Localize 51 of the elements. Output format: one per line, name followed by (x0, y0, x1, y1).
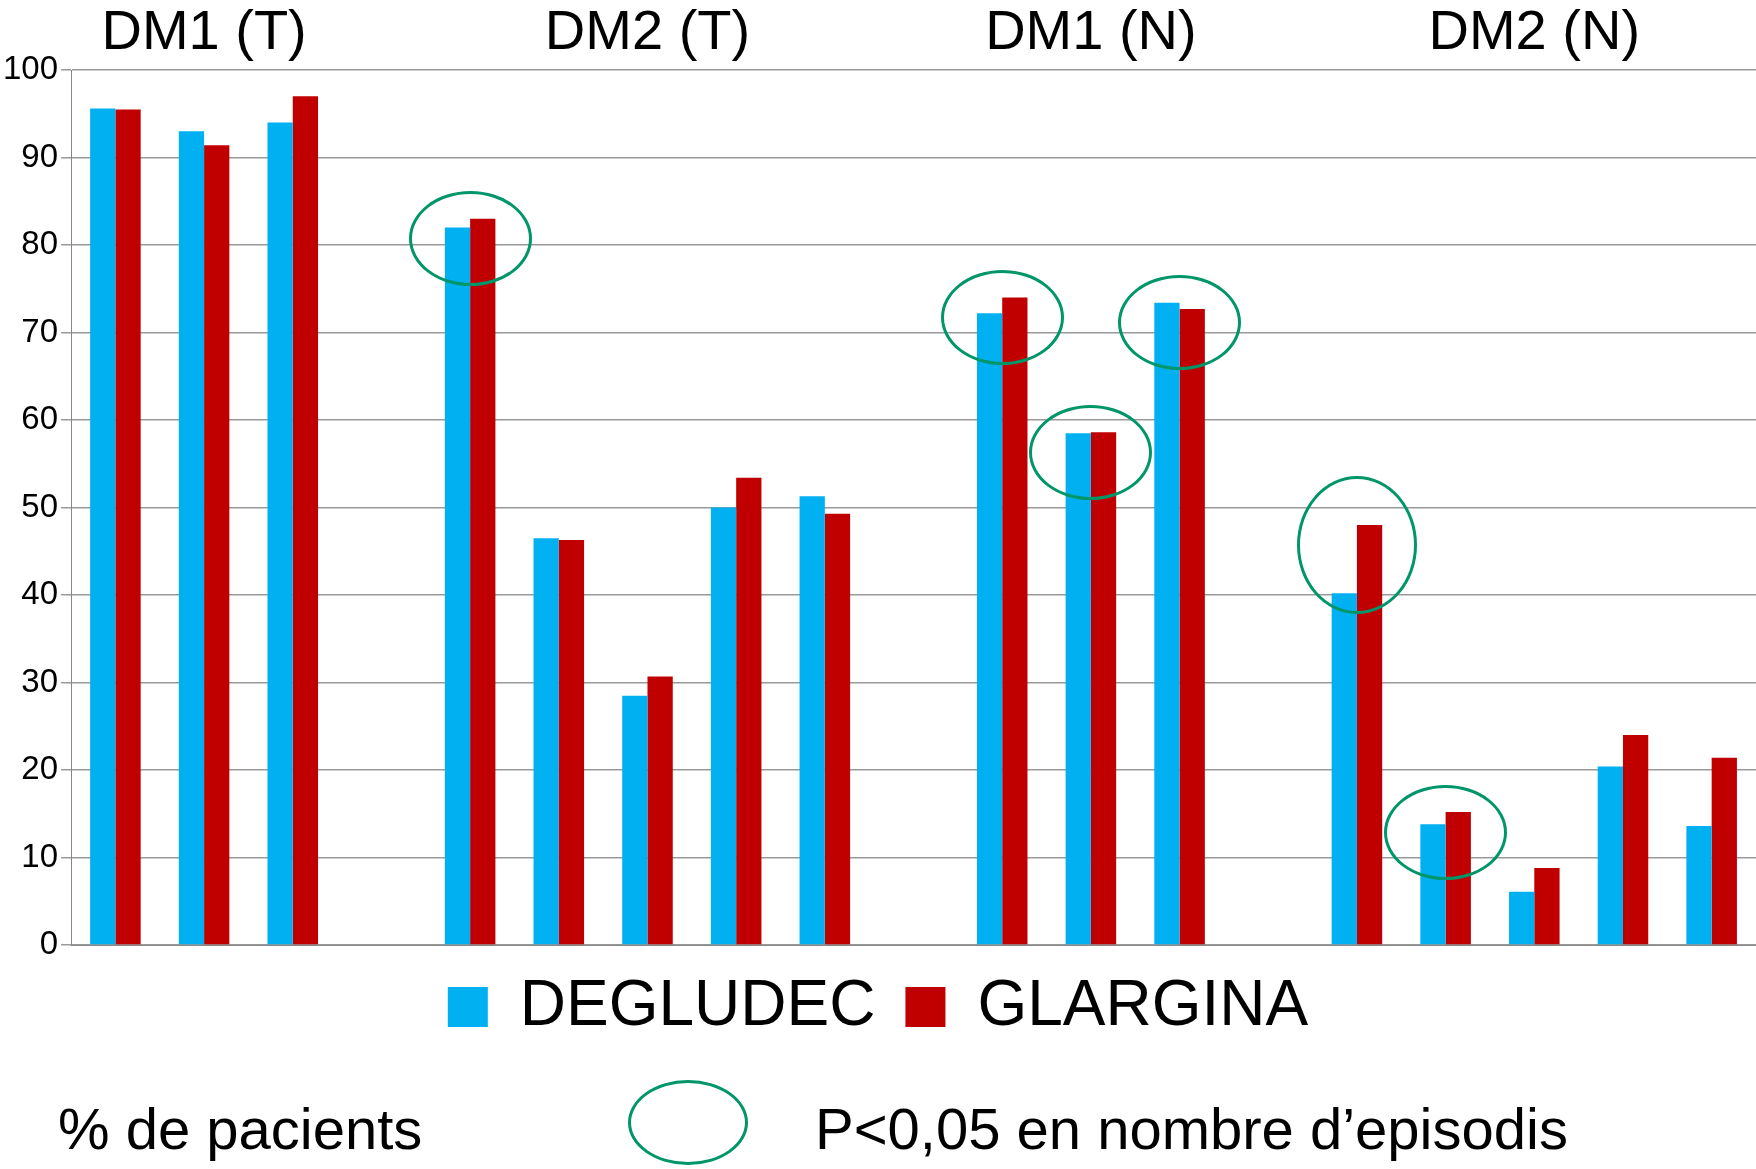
bar (90, 108, 116, 945)
y-tick-label: 100 (3, 49, 59, 87)
text: DM1 (T) (101, 0, 307, 62)
y-tick-label: 30 (21, 661, 59, 699)
y-tick-label: 90 (21, 136, 59, 174)
bar (204, 145, 230, 945)
bar (1597, 766, 1623, 945)
bar (1154, 302, 1180, 945)
bar (1065, 433, 1091, 945)
y-tick-label: 80 (21, 224, 59, 262)
text: % de pacients (58, 1095, 423, 1162)
legend-label: DEGLUDEC (519, 966, 876, 1039)
bar (1002, 297, 1028, 945)
bar (824, 513, 851, 945)
bar (1711, 757, 1737, 945)
bar (1622, 735, 1649, 945)
bar (736, 477, 762, 945)
bar (178, 131, 205, 945)
bar (976, 313, 1003, 945)
bar (533, 538, 559, 945)
bar (292, 96, 319, 945)
bar (558, 539, 585, 945)
bar (1534, 868, 1560, 945)
bar (1445, 812, 1471, 945)
bar (267, 122, 293, 945)
bar (799, 496, 825, 945)
y-tick-label: 60 (21, 399, 59, 437)
bar (1356, 525, 1383, 945)
y-tick-label: 50 (21, 486, 59, 524)
bar (1179, 308, 1205, 945)
y-tick-label: 40 (21, 574, 59, 612)
bar (115, 109, 141, 945)
y-tick-label: 0 (39, 924, 59, 962)
bar (470, 218, 496, 945)
bar (1090, 432, 1117, 945)
bar (1420, 824, 1446, 945)
legend-label: GLARGINA (977, 966, 1309, 1039)
y-tick-label: 20 (21, 749, 59, 787)
bar (1686, 826, 1712, 945)
bar (622, 695, 648, 945)
text: DM2 (T) (544, 0, 751, 62)
bar (710, 507, 737, 945)
y-tick-label: 70 (21, 311, 59, 349)
bar (1331, 593, 1357, 945)
bar (647, 676, 673, 945)
text: DM2 (N) (1428, 0, 1641, 62)
text: P<0,05 en nombre d’episodis (815, 1095, 1568, 1162)
bar (1509, 891, 1535, 945)
text: DM1 (N) (985, 0, 1197, 62)
bar (444, 227, 471, 945)
y-tick-label: 10 (21, 836, 59, 874)
